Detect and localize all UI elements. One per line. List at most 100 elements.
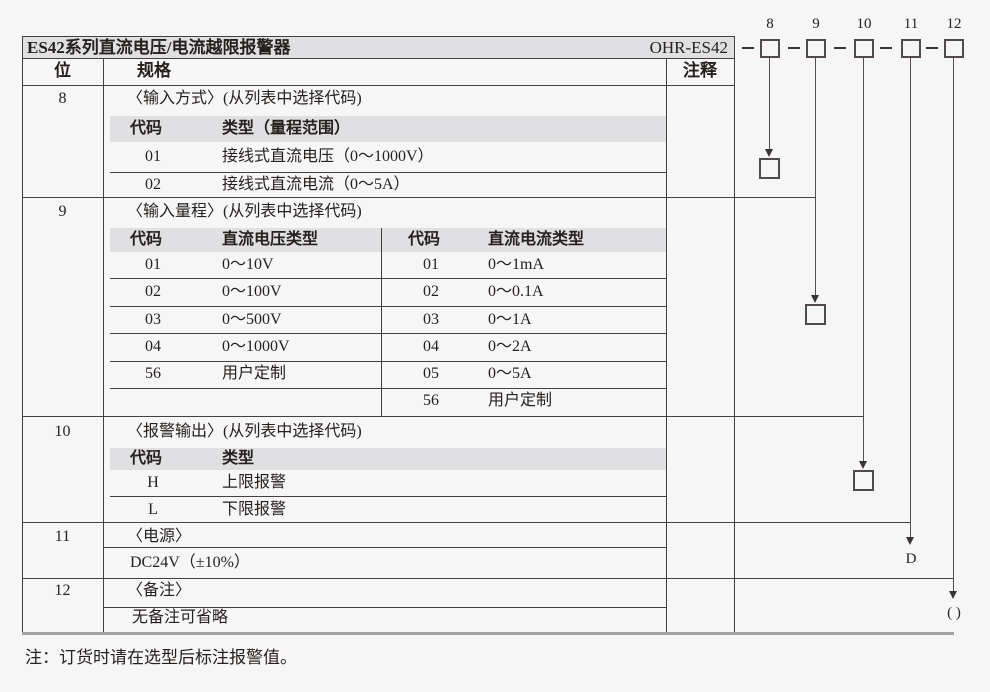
position-column-divider	[103, 58, 104, 634]
arrow-down-icon	[906, 537, 914, 545]
row11-spec: 〈电源〉	[127, 528, 192, 545]
digit-label-10: 10	[856, 16, 872, 32]
row9-subrow-line-1	[110, 278, 666, 279]
header-position: 位	[54, 61, 71, 80]
code-box-9	[806, 39, 826, 58]
row8-spec: 〈输入方式〉(从列表中选择代码)	[127, 90, 362, 107]
voltage-item-code: 04	[145, 338, 161, 355]
row8-position: 8	[58, 90, 67, 107]
digit-label-8: 8	[766, 16, 774, 32]
row10-item-label: 下限报警	[222, 501, 287, 518]
row8-item-code: 02	[145, 176, 161, 193]
selection-box-8	[759, 158, 780, 179]
code-box-12	[944, 39, 964, 58]
current-item-label: 0～1A	[488, 311, 532, 328]
row8-subheader-code: 代码	[130, 120, 163, 137]
row10-subrow-line	[110, 496, 666, 497]
row-divider-10-11	[22, 522, 910, 523]
row9-current-header-code: 代码	[408, 231, 441, 248]
row12-value: 无备注可省略	[132, 609, 229, 626]
row-divider-8-9	[22, 197, 815, 198]
row9-subrow-line-5	[110, 388, 666, 389]
row8-item-label: 接线式直流电压（0～1000V）	[222, 148, 434, 165]
code-box-8	[760, 39, 780, 58]
row12-subrow-line	[103, 607, 666, 608]
table-right-border	[734, 36, 735, 634]
dash-icon	[742, 47, 754, 49]
table-top-border	[22, 36, 735, 37]
current-item-label: 用户定制	[488, 392, 553, 409]
row8-subheader-type: 类型（量程范围）	[222, 120, 351, 137]
header-bottom-border	[22, 85, 735, 86]
current-item-code: 04	[423, 338, 439, 355]
digit-label-9: 9	[812, 16, 820, 32]
row9-subrow-line-4	[110, 361, 666, 362]
voltage-item-label: 0～500V	[222, 311, 282, 328]
voltage-item-label: 0～10V	[222, 256, 274, 273]
current-item-label: 0～5A	[488, 365, 532, 382]
connector-line-11	[910, 58, 911, 537]
banner-bottom-border	[22, 58, 735, 59]
voltage-item-code: 02	[145, 283, 161, 300]
header-remark: 注释	[683, 61, 717, 80]
row-divider-9-10	[22, 416, 863, 417]
row11-subrow-line	[103, 547, 666, 548]
row9-current-header-type: 直流电流类型	[488, 231, 585, 248]
row10-subheader-code: 代码	[130, 450, 163, 467]
voltage-item-label: 0～1000V	[222, 338, 290, 355]
connector-line-8	[769, 58, 770, 149]
code-box-11	[901, 39, 921, 58]
selection-box-9	[805, 304, 826, 325]
table-left-border	[22, 36, 23, 634]
table-bottom-border	[22, 632, 954, 635]
title-banner	[22, 37, 734, 58]
row9-spec: 〈输入量程〉(从列表中选择代码)	[127, 203, 362, 220]
row9-position: 9	[58, 203, 67, 220]
current-item-label: 0～0.1A	[488, 283, 544, 300]
row10-subheader-band	[110, 448, 666, 470]
arrow-down-icon	[811, 295, 819, 303]
current-item-code: 02	[423, 283, 439, 300]
arrow-down-icon	[859, 461, 867, 469]
row10-item-code: L	[148, 501, 158, 518]
row10-position: 10	[54, 423, 71, 440]
voltage-item-code: 56	[145, 365, 161, 382]
row11-value: DC24V（±10%）	[130, 554, 250, 571]
connector-line-9	[815, 58, 816, 295]
remark-column-divider	[666, 58, 667, 634]
digit-label-12: 12	[946, 16, 962, 32]
row9-subrow-line-2	[110, 306, 666, 307]
row10-subheader-type: 类型	[222, 450, 255, 467]
power-code-value: D	[905, 551, 917, 567]
connector-line-12	[953, 58, 954, 591]
voltage-item-label: 用户定制	[222, 365, 287, 382]
current-item-code: 05	[423, 365, 439, 382]
arrow-down-icon	[765, 149, 773, 157]
voltage-item-label: 0～100V	[222, 283, 282, 300]
row9-subheader-band	[110, 228, 666, 252]
row11-position: 11	[54, 528, 71, 545]
row8-item-label: 接线式直流电流（0～5A）	[222, 176, 410, 193]
row-divider-11-12	[22, 578, 953, 579]
row9-subtable-divider	[381, 228, 382, 416]
header-spec: 规格	[137, 61, 171, 80]
dash-icon	[788, 47, 800, 49]
dash-icon	[880, 47, 892, 49]
row8-item-code: 01	[145, 148, 161, 165]
remark-placeholder: ( )	[947, 605, 961, 621]
code-box-10	[854, 39, 874, 58]
connector-line-10	[863, 58, 864, 461]
voltage-item-code: 03	[145, 311, 161, 328]
voltage-item-code: 01	[145, 256, 161, 273]
row8-subrow-line	[110, 172, 666, 173]
dash-icon	[926, 47, 938, 49]
current-item-label: 0～2A	[488, 338, 532, 355]
dash-icon	[834, 47, 846, 49]
row9-voltage-header-type: 直流电压类型	[222, 231, 319, 248]
model-code: OHR-ES42	[649, 38, 728, 57]
page-title: ES42系列直流电压/电流越限报警器	[27, 38, 291, 57]
current-item-label: 0～1mA	[488, 256, 545, 273]
arrow-down-icon	[949, 591, 957, 599]
row9-subrow-line-3	[110, 333, 666, 334]
